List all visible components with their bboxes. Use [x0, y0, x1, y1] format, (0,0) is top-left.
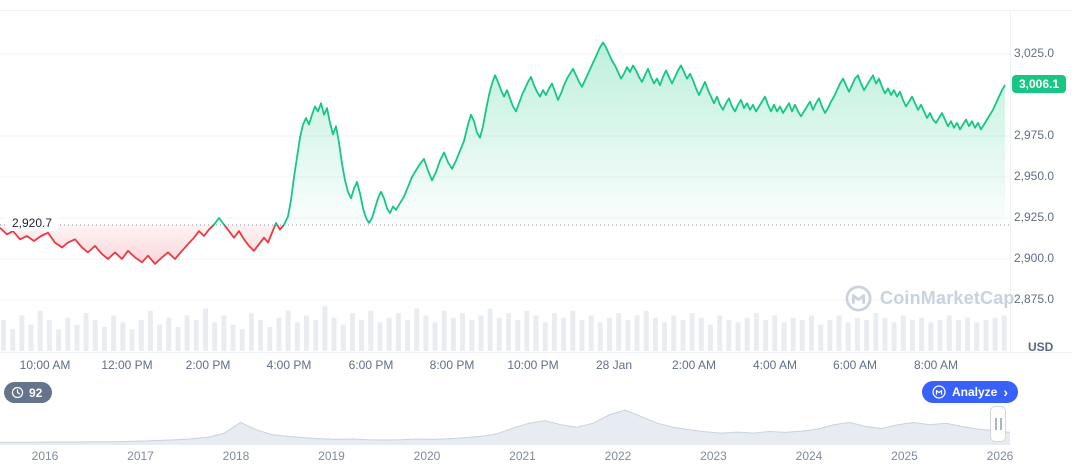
- x-axis-label: 2:00 AM: [671, 358, 717, 372]
- x-axis-label: 12:00 PM: [101, 358, 153, 372]
- analyze-logo-icon: [932, 385, 946, 399]
- timeline-year-label: 2018: [222, 449, 250, 463]
- y-axis-divider: [1010, 10, 1011, 352]
- baseline-price-label: 2,920.7: [6, 215, 59, 231]
- y-axis-label: 2,900.0: [1014, 251, 1055, 265]
- x-axis-label: 4:00 AM: [752, 358, 798, 372]
- x-axis-label: 28 Jan: [595, 358, 633, 372]
- x-axis-label: 10:00 PM: [507, 358, 559, 372]
- timeline-year-label: 2019: [318, 449, 345, 463]
- x-axis-label: 6:00 PM: [348, 358, 394, 372]
- top-divider: [0, 10, 1072, 11]
- y-axis-label: 3,025.0: [1014, 46, 1055, 60]
- range-handle[interactable]: [990, 406, 1006, 442]
- y-axis-label: 2,875.0: [1014, 292, 1055, 306]
- x-axis-label: 8:00 PM: [429, 358, 475, 372]
- x-axis: 10:00 AM 12:00 PM 2:00 PM 4:00 PM 6:00 PM 8:0…: [0, 358, 1010, 376]
- timeline-year-label: 2024: [795, 449, 823, 463]
- currency-label: USD: [1028, 340, 1054, 354]
- clock-icon: [11, 386, 24, 399]
- price-chart[interactable]: [0, 0, 1010, 352]
- watermark: CoinMarketCap: [845, 285, 1015, 312]
- analyze-label: Analyze: [952, 385, 998, 399]
- timeline-year-label: 2016: [31, 449, 59, 463]
- timeline-years: 2016 2017 2018 2019 2020 2021 2022 2023 2024 2025…: [0, 449, 1014, 465]
- history-count-badge[interactable]: 92: [4, 382, 53, 403]
- x-axis-label: 6:00 AM: [832, 358, 878, 372]
- timeline-year-label: 2020: [413, 449, 441, 463]
- x-axis-label: 8:00 AM: [913, 358, 959, 372]
- x-axis-label: 2:00 PM: [185, 358, 231, 372]
- analyze-button[interactable]: Analyze ›: [922, 381, 1019, 403]
- timeline-year-label: 2022: [604, 449, 632, 463]
- timeline-year-label: 2025: [891, 449, 918, 463]
- y-axis-label: 2,950.0: [1014, 169, 1055, 183]
- current-price-badge: 3,006.1: [1012, 75, 1067, 93]
- timeline-year-label: 2023: [700, 449, 727, 463]
- watermark-text: CoinMarketCap: [880, 288, 1015, 308]
- chevron-right-icon: ›: [1003, 383, 1009, 400]
- x-axis-label: 4:00 PM: [266, 358, 312, 372]
- timeline-year-label: 2026: [986, 449, 1014, 463]
- x-axis-label: 10:00 AM: [19, 358, 71, 372]
- timeline-year-label: 2021: [509, 449, 536, 463]
- history-count-value: 92: [29, 385, 43, 400]
- coinmarketcap-logo-icon: [845, 285, 872, 312]
- axis-divider: [0, 352, 1072, 353]
- timeline-minimap[interactable]: [0, 406, 1010, 445]
- y-axis-label: 2,925.0: [1014, 210, 1055, 224]
- y-axis-label: 2,975.0: [1014, 128, 1055, 142]
- timeline-year-label: 2017: [127, 449, 154, 463]
